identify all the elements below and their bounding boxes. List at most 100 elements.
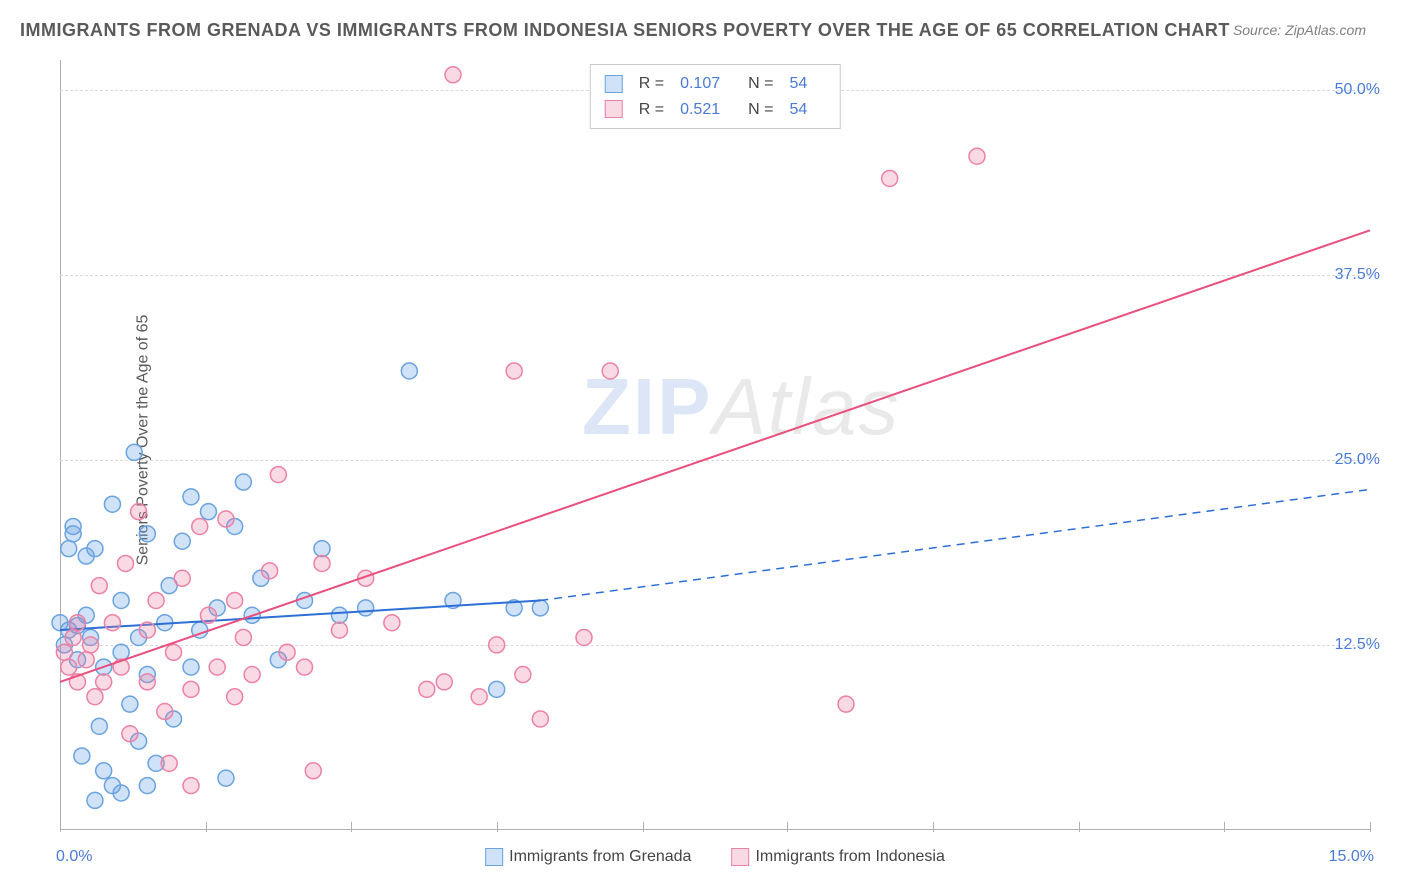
data-point [69,615,85,631]
data-point [576,630,592,646]
data-point [297,659,313,675]
data-point [419,681,435,697]
source-label: Source: ZipAtlas.com [1233,22,1366,38]
data-point [126,444,142,460]
data-point [104,496,120,512]
data-point [489,637,505,653]
y-tick-label: 12.5% [1335,636,1380,654]
data-point [218,770,234,786]
data-point [532,711,548,727]
x-tick-label-min: 0.0% [56,848,92,866]
data-point [87,689,103,705]
r-label: R = [639,97,664,123]
swatch-grenada [605,75,623,93]
data-point [83,637,99,653]
x-tick [60,822,61,832]
legend-row-grenada: R = 0.107 N = 54 [605,71,826,97]
x-tick [1079,822,1080,832]
data-point [91,578,107,594]
legend-label-indonesia: Immigrants from Indonesia [755,848,944,866]
data-point [401,363,417,379]
data-point [183,778,199,794]
legend-series: Immigrants from Grenada Immigrants from … [485,848,945,866]
data-point [96,674,112,690]
data-point [262,563,278,579]
legend-label-grenada: Immigrants from Grenada [509,848,691,866]
y-tick-label: 25.0% [1335,451,1380,469]
x-tick [351,822,352,832]
n-label: N = [748,97,773,123]
data-point [200,504,216,520]
data-point [78,652,94,668]
data-point [183,681,199,697]
y-tick-label: 37.5% [1335,266,1380,284]
data-point [174,570,190,586]
trend-line-dashed [540,489,1370,600]
scatter-svg [60,60,1370,830]
data-point [471,689,487,705]
data-point [235,474,251,490]
legend-correlation: R = 0.107 N = 54 R = 0.521 N = 54 [590,64,841,129]
data-point [113,592,129,608]
legend-item-grenada: Immigrants from Grenada [485,848,691,866]
data-point [122,726,138,742]
data-point [532,600,548,616]
data-point [183,489,199,505]
data-point [65,526,81,542]
trend-line [60,230,1370,682]
data-point [139,526,155,542]
data-point [113,785,129,801]
data-point [200,607,216,623]
data-point [56,644,72,660]
data-point [218,511,234,527]
data-point [131,504,147,520]
r-value-grenada: 0.107 [680,71,720,97]
data-point [183,659,199,675]
y-tick-label: 50.0% [1335,81,1380,99]
data-point [384,615,400,631]
data-point [506,363,522,379]
data-point [489,681,505,697]
data-point [118,555,134,571]
swatch-indonesia [731,848,749,866]
data-point [602,363,618,379]
data-point [65,630,81,646]
data-point [166,644,182,660]
data-point [331,622,347,638]
data-point [74,748,90,764]
data-point [244,667,260,683]
data-point [227,592,243,608]
data-point [882,170,898,186]
x-tick-label-max: 15.0% [1329,848,1374,866]
data-point [270,467,286,483]
x-tick [643,822,644,832]
x-tick [787,822,788,832]
x-tick [933,822,934,832]
data-point [148,592,164,608]
data-point [61,541,77,557]
data-point [157,704,173,720]
n-value-grenada: 54 [789,71,807,97]
data-point [209,659,225,675]
data-point [139,622,155,638]
data-point [358,600,374,616]
chart-title: IMMIGRANTS FROM GRENADA VS IMMIGRANTS FR… [20,20,1230,41]
data-point [87,541,103,557]
data-point [314,541,330,557]
data-point [227,689,243,705]
data-point [61,659,77,675]
data-point [331,607,347,623]
data-point [305,763,321,779]
data-point [139,778,155,794]
data-point [515,667,531,683]
x-tick [497,822,498,832]
r-value-indonesia: 0.521 [680,97,720,123]
x-tick [1370,822,1371,832]
data-point [87,792,103,808]
n-label: N = [748,71,773,97]
data-point [161,755,177,771]
data-point [838,696,854,712]
swatch-indonesia [605,100,623,118]
data-point [314,555,330,571]
r-label: R = [639,71,664,97]
